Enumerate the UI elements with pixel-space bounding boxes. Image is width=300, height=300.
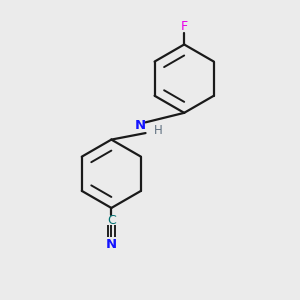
Text: H: H (154, 124, 162, 137)
Text: N: N (135, 119, 146, 132)
Text: N: N (106, 238, 117, 251)
Text: C: C (107, 214, 116, 227)
Text: F: F (181, 20, 188, 33)
